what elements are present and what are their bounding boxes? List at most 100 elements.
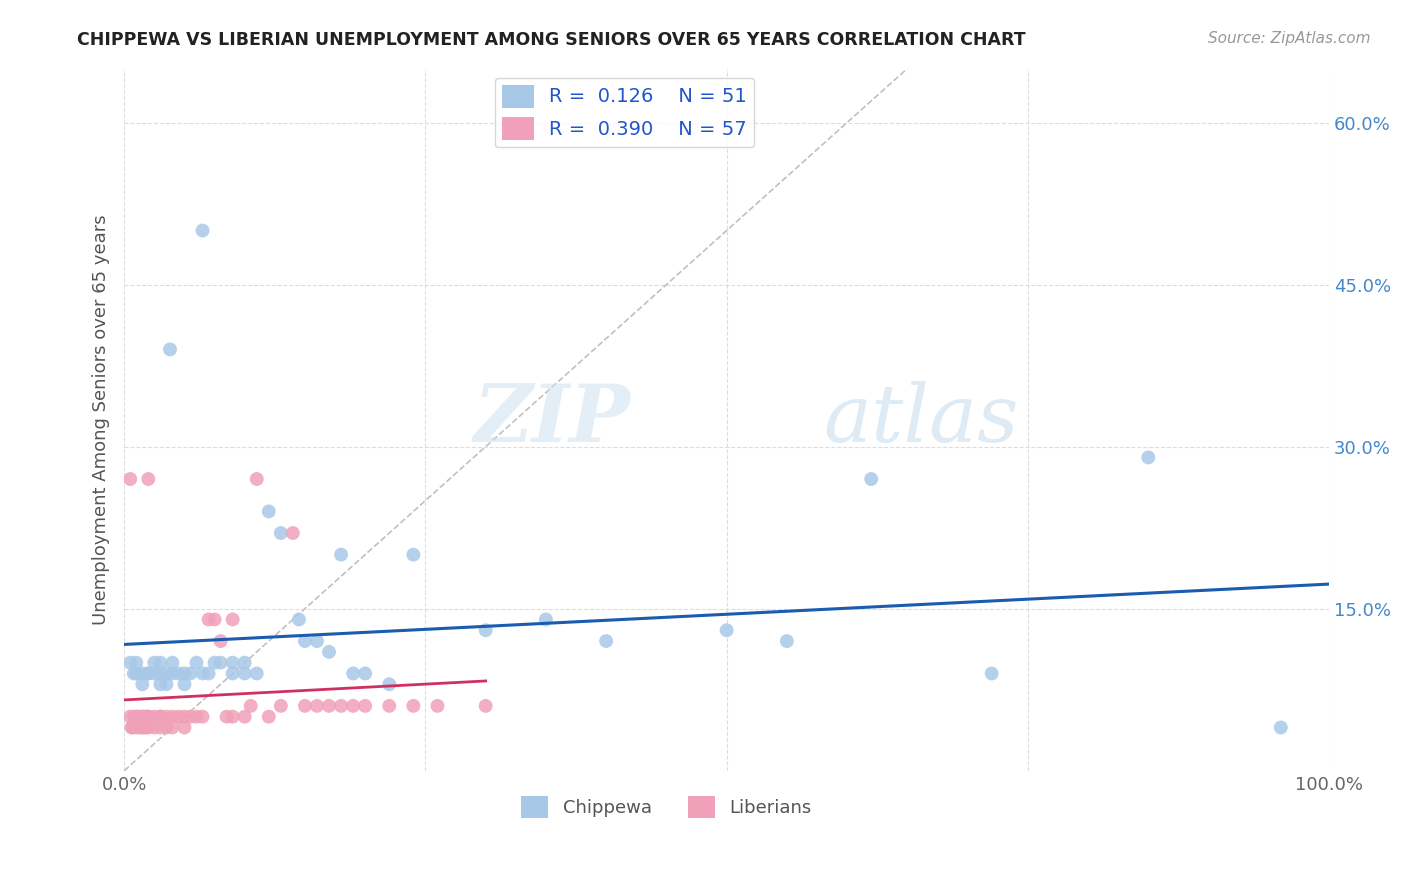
Point <box>257 709 280 723</box>
Point <box>179 666 201 681</box>
Point <box>120 472 142 486</box>
Text: CHIPPEWA VS LIBERIAN UNEMPLOYMENT AMONG SENIORS OVER 65 YEARS CORRELATION CHART: CHIPPEWA VS LIBERIAN UNEMPLOYMENT AMONG … <box>77 31 1026 49</box>
Point <box>122 709 145 723</box>
Text: atlas: atlas <box>823 381 1018 458</box>
Point <box>162 656 184 670</box>
Point <box>173 709 195 723</box>
Point <box>221 666 243 681</box>
Point <box>122 666 145 681</box>
Point <box>270 698 292 713</box>
Point <box>128 709 150 723</box>
Point <box>209 656 232 670</box>
Point <box>246 472 269 486</box>
Text: Source: ZipAtlas.com: Source: ZipAtlas.com <box>1208 31 1371 46</box>
Point <box>474 698 496 713</box>
Point <box>716 624 738 638</box>
Point <box>173 721 195 735</box>
Point <box>132 721 155 735</box>
Point <box>143 709 166 723</box>
Point <box>474 624 496 638</box>
Point <box>143 656 166 670</box>
Point <box>1270 721 1292 735</box>
Point <box>257 504 280 518</box>
Point <box>121 721 143 735</box>
Point <box>131 709 153 723</box>
Point <box>595 634 617 648</box>
Point <box>136 666 159 681</box>
Point <box>288 612 311 626</box>
Point <box>131 721 153 735</box>
Point <box>125 656 148 670</box>
Point <box>125 721 148 735</box>
Point <box>155 666 177 681</box>
Point <box>120 709 142 723</box>
Point <box>159 343 181 357</box>
Point <box>149 656 172 670</box>
Point <box>155 709 177 723</box>
Point <box>330 548 353 562</box>
Point <box>221 709 243 723</box>
Point <box>270 526 292 541</box>
Point <box>233 666 256 681</box>
Point <box>318 698 340 713</box>
Point <box>125 709 148 723</box>
Point <box>136 709 159 723</box>
Point <box>179 709 201 723</box>
Point <box>131 666 153 681</box>
Point <box>135 721 157 735</box>
Point <box>155 677 177 691</box>
Point <box>281 526 304 541</box>
Point <box>136 472 159 486</box>
Point <box>402 548 425 562</box>
Point <box>149 709 172 723</box>
Point <box>1137 450 1160 465</box>
Point <box>167 709 190 723</box>
Point <box>221 612 243 626</box>
Point <box>354 698 377 713</box>
Point <box>136 721 159 735</box>
Point <box>980 666 1002 681</box>
Point <box>120 656 142 670</box>
Point <box>143 721 166 735</box>
Point <box>354 666 377 681</box>
Point <box>378 698 401 713</box>
Point <box>162 666 184 681</box>
Point <box>215 709 238 723</box>
Point <box>318 645 340 659</box>
Point <box>136 666 159 681</box>
Point <box>534 612 557 626</box>
Point <box>197 666 219 681</box>
Point <box>426 698 449 713</box>
Point <box>197 612 219 626</box>
Point <box>125 666 148 681</box>
Point <box>209 634 232 648</box>
Point <box>378 677 401 691</box>
Point <box>294 634 316 648</box>
Point <box>305 698 328 713</box>
Point <box>330 698 353 713</box>
Point <box>342 666 364 681</box>
Point <box>143 666 166 681</box>
Point <box>149 709 172 723</box>
Point <box>305 634 328 648</box>
Point <box>149 709 172 723</box>
Point <box>131 709 153 723</box>
Point <box>149 677 172 691</box>
Point <box>191 709 214 723</box>
Point <box>125 709 148 723</box>
Point <box>294 698 316 713</box>
Point <box>136 709 159 723</box>
Point <box>233 656 256 670</box>
Point <box>173 677 195 691</box>
Point <box>342 698 364 713</box>
Point <box>233 709 256 723</box>
Legend: Chippewa, Liberians: Chippewa, Liberians <box>515 789 818 825</box>
Point <box>155 721 177 735</box>
Point <box>402 698 425 713</box>
Point <box>191 223 214 237</box>
Point <box>186 709 208 723</box>
Text: ZIP: ZIP <box>474 381 630 458</box>
Point <box>860 472 883 486</box>
Point <box>204 612 226 626</box>
Point <box>186 656 208 670</box>
